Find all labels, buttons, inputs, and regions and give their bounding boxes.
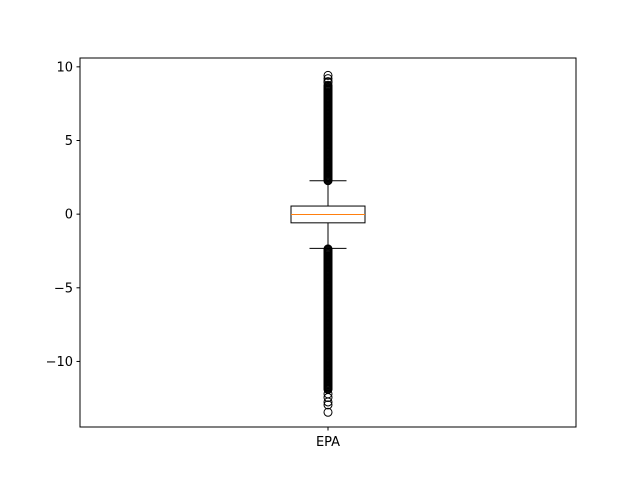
- outlier-point: [323, 400, 333, 410]
- outlier-layer: [323, 70, 333, 417]
- outlier-point: [323, 407, 333, 417]
- y-tick-label: 0: [65, 208, 73, 223]
- tick-layer: 10 5 0 −5 −10 EPA: [46, 60, 341, 450]
- outlier-point: [323, 80, 333, 90]
- y-tick-label: −5: [54, 281, 73, 296]
- outlier-point: [323, 393, 333, 403]
- outlier-point: [323, 70, 333, 80]
- x-tick-label: EPA: [316, 435, 340, 450]
- box-layer: [290, 180, 366, 249]
- y-tick-label: 10: [56, 60, 73, 75]
- outlier-point: [323, 77, 333, 87]
- y-tick-label: −10: [46, 355, 73, 370]
- outlier-point: [323, 74, 333, 84]
- outlier-point: [323, 397, 333, 407]
- y-tick-label: 5: [65, 134, 73, 149]
